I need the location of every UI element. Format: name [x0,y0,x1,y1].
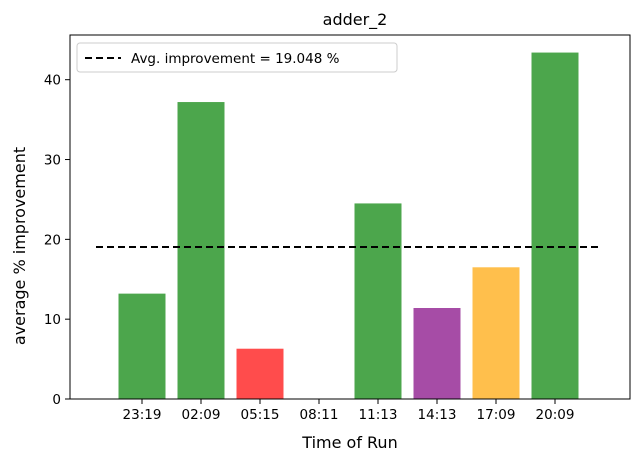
legend-entry-average: Avg. improvement = 19.048 % [131,51,340,67]
x-tick-label: 11:13 [359,407,398,423]
bar-1113 [354,203,402,399]
x-tick-label: 05:15 [241,407,280,423]
y-tick-label: 40 [44,73,61,89]
y-ticks-group: 0 10 20 30 40 [44,73,70,408]
x-tick-label: 14:13 [418,407,457,423]
x-tick-label: 02:09 [182,407,221,423]
bars-group [118,52,579,400]
bar-0209 [177,102,225,399]
legend-box [76,42,398,73]
y-tick-label: 20 [44,232,61,248]
x-tick-label: 23:19 [123,407,162,423]
y-tick-label: 0 [52,392,61,408]
bar-0515 [236,348,284,399]
x-tick-label: 17:09 [477,407,516,423]
chart-title: adder_2 [323,10,388,30]
x-tick-label: 20:09 [536,407,575,423]
bar-1413 [413,308,461,399]
y-tick-label: 10 [44,312,61,328]
axes-group [69,34,631,400]
x-axis-label: Time of Run [301,433,397,452]
x-ticks-group: 23:19 02:09 05:15 08:11 11:13 14:13 17:09 20:09 [123,399,575,423]
y-tick-label: 30 [44,153,61,169]
plot-frame [69,34,631,400]
bar-2319 [118,293,166,399]
legend: Avg. improvement = 19.048 % [76,42,398,73]
bar-1709 [472,267,520,399]
x-tick-label: 08:11 [300,407,339,423]
bar-2009 [531,52,579,400]
y-axis-label: average % improvement [10,147,29,345]
